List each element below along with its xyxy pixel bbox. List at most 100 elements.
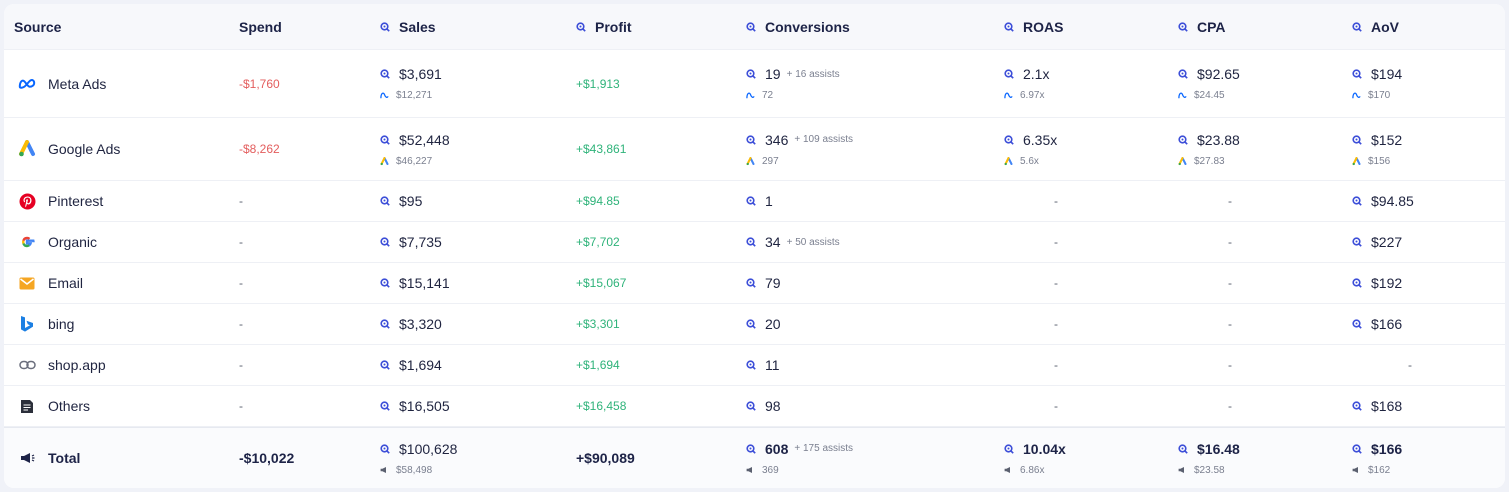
sales-platform-value: $58,498 [396,464,433,476]
conversions-value: 34 [765,234,781,250]
assists-label: + 50 assists [786,236,840,248]
table-header: Source Spend Sales Profit Conversions RO… [4,4,1505,50]
roas-platform-value: 5.6x [1020,155,1039,167]
header-cpa[interactable]: CPA [1168,19,1342,35]
pixel-icon [746,401,756,411]
aov-value: $94.85 [1371,193,1414,209]
table-row[interactable]: Others - $16,505 +$16,458 98 - - $168 [4,386,1505,427]
sales-cell: $3,320 [370,316,566,332]
pixel-icon [1352,278,1362,288]
aov-cell: $166 [1342,316,1505,332]
source-cell: Organic [4,233,229,251]
header-sales[interactable]: Sales [370,19,566,35]
pixel-icon [746,69,756,79]
profit-value: +$43,861 [576,142,627,156]
profit-value: +$1,694 [576,358,620,372]
cpa-value: - [1228,235,1232,249]
roas-platform-value: 6.97x [1020,90,1045,101]
roas-value: 2.1x [1023,66,1050,82]
meta-logo-icon [18,75,36,93]
sales-value: $7,735 [399,234,442,250]
cpa-value: $23.88 [1197,131,1240,148]
cpa-value: - [1228,194,1232,208]
source-cell: Email [4,274,229,292]
megaphone-icon [746,466,755,475]
megaphone-icon [18,449,36,467]
pixel-icon [380,401,390,411]
header-conversions[interactable]: Conversions [736,19,994,35]
pixel-icon [380,360,390,370]
table-row[interactable]: Organic - $7,735 +$7,702 34 + 50 assists … [4,222,1505,263]
header-source[interactable]: Source [14,18,62,35]
source-name: Pinterest [48,193,104,209]
pixel-icon [746,319,756,329]
roas-value: - [1054,235,1058,249]
conversions-value: 20 [765,316,781,332]
assists-label: + 109 assists [794,134,854,145]
source-name: Others [48,398,91,414]
spend-value: - [239,194,243,208]
pixel-icon [1352,134,1362,145]
pixel-icon [380,237,390,247]
pixel-icon [1352,69,1362,79]
conversions-cell: 11 [736,357,994,373]
cpa-value: $16.48 [1197,440,1240,457]
source-name: Google Ads [48,141,121,157]
aov-value: $168 [1371,398,1403,414]
header-spend[interactable]: Spend [239,18,282,35]
pixel-icon [746,443,756,454]
profit-value: +$15,067 [576,276,627,290]
pixel-icon [746,134,756,145]
sales-cell: $7,735 [370,234,566,250]
conversions-platform-value: 72 [762,90,774,101]
roas-value: - [1054,317,1058,331]
attribution-table: Source Spend Sales Profit Conversions RO… [4,4,1505,488]
aov-cell: $192 [1342,275,1505,291]
header-aov[interactable]: AoV [1342,19,1505,35]
source-name: Meta Ads [48,75,107,92]
sales-value: $100,628 [399,440,458,457]
roas-value: - [1054,358,1058,372]
roas-value: - [1054,399,1058,413]
conversions-cell: 20 [736,316,994,332]
aov-platform-value: $162 [1368,464,1391,476]
total-label: Total [48,450,81,466]
sales-cell: $16,505 [370,398,566,414]
table-row[interactable]: bing - $3,320 +$3,301 20 - - $166 [4,304,1505,345]
bing-logo-icon [18,315,36,333]
google-ads-logo-icon [746,156,755,166]
conversions-cell: 1 [736,193,994,209]
conversions-platform-value: 297 [762,155,779,167]
cpa-cell: $16.48 $23.58 [1168,441,1342,476]
profit-value: +$3,301 [576,317,620,331]
table-row[interactable]: Meta Ads -$1,760 $3,691 $12,271 +$1,913 … [4,50,1505,118]
cpa-value: - [1228,317,1232,331]
header-roas[interactable]: ROAS [994,19,1168,35]
spend-value: - [239,235,243,249]
aov-value: $166 [1371,316,1403,332]
meta-logo-icon [1352,91,1361,100]
table-row[interactable]: Pinterest - $95 +$94.85 1 - - $94.85 [4,181,1505,222]
aov-value: $194 [1371,66,1403,82]
conversions-cell: 98 [736,398,994,414]
table-row[interactable]: Google Ads -$8,262 $52,448 $46,227 +$43,… [4,118,1505,181]
conversions-cell: 79 [736,275,994,291]
spend-value: - [239,276,243,290]
sales-value: $1,694 [399,357,442,373]
assists-label: + 175 assists [794,443,854,454]
table-row[interactable]: Email - $15,141 +$15,067 79 - - $192 [4,263,1505,304]
conversions-value: 98 [765,398,781,414]
meta-logo-icon [1004,91,1013,100]
header-profit[interactable]: Profit [566,19,736,35]
table-row[interactable]: shop.app - $1,694 +$1,694 11 - - - [4,345,1505,386]
meta-logo-icon [1178,91,1187,100]
aov-cell: $152 $156 [1342,132,1505,167]
document-icon [18,397,36,415]
sales-value: $3,691 [399,66,442,82]
source-cell: Pinterest [4,192,229,210]
total-row: Total -$10,022 $100,628 $58,498 +$90,089… [4,427,1505,488]
pixel-icon [1004,21,1014,32]
megaphone-icon [380,466,389,475]
link-icon [18,356,36,374]
conversions-cell: 19 + 16 assists 72 [736,66,994,101]
